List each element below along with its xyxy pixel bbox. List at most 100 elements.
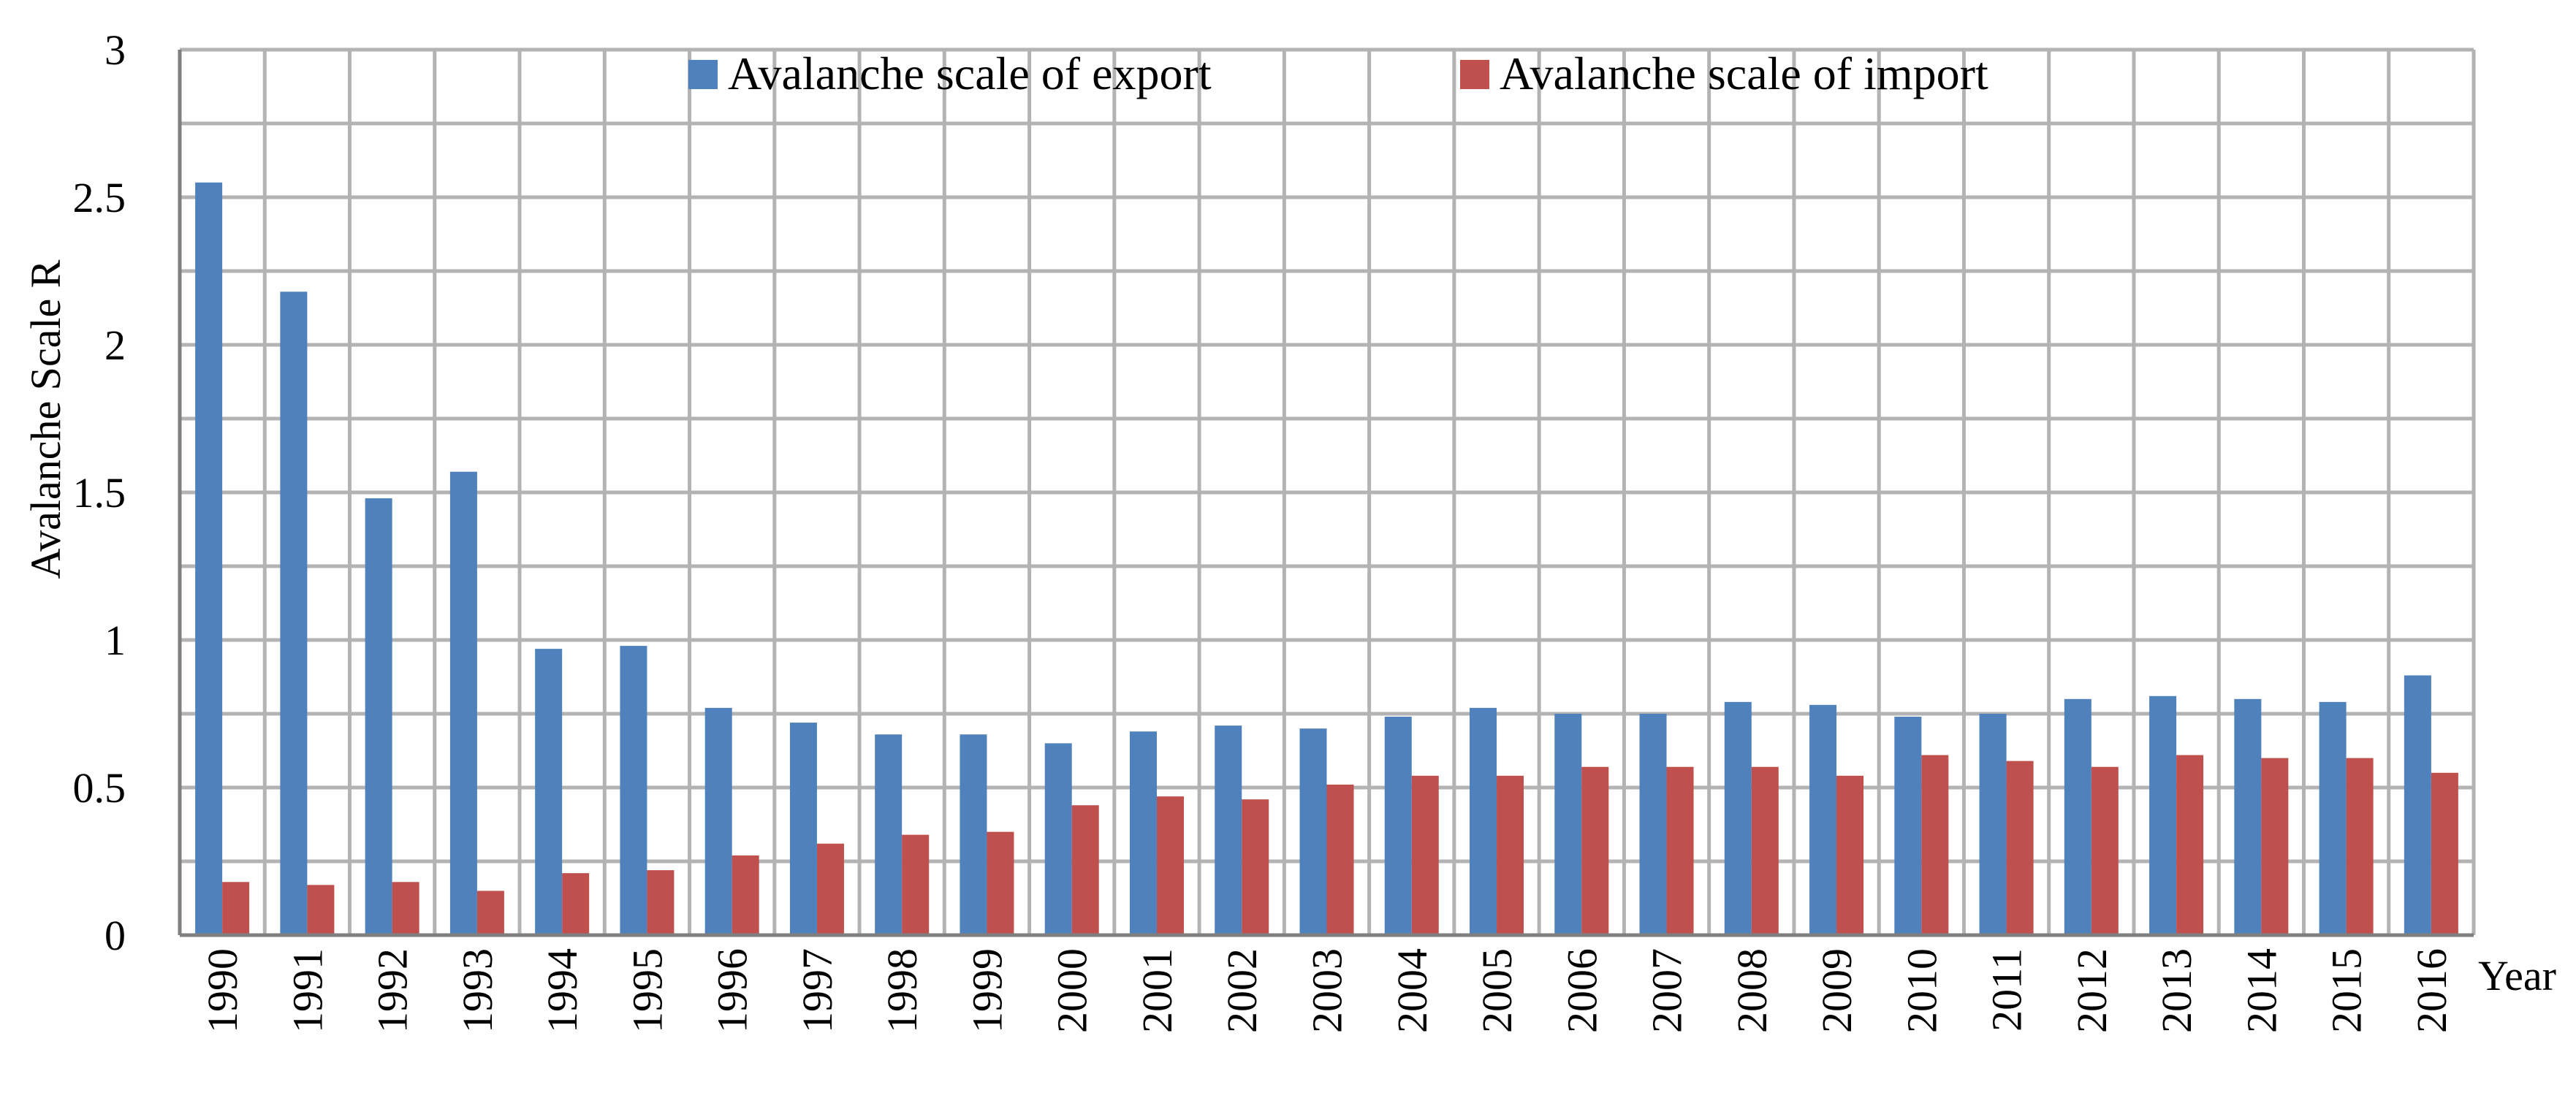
export-bar-2012	[2064, 698, 2091, 935]
import-bar-2009	[1836, 775, 1864, 935]
import-bar-1990	[222, 882, 250, 935]
import-bar-2016	[2431, 772, 2458, 935]
x-tick-label: 2001	[1133, 948, 1181, 1033]
x-tick-label: 2011	[1983, 948, 2031, 1032]
export-bar-1991	[280, 291, 308, 935]
export-bar-2007	[1639, 714, 1667, 935]
legend-label-import: Avalanche scale of import	[1500, 47, 1988, 99]
x-tick-label: 2012	[2068, 948, 2116, 1033]
y-tick-label: 1	[105, 617, 126, 664]
x-tick-label: 2005	[1473, 948, 1521, 1033]
import-bar-2000	[1071, 805, 1099, 935]
import-bar-2004	[1411, 775, 1439, 935]
import-bar-2007	[1666, 766, 1694, 935]
export-bar-2008	[1724, 701, 1752, 935]
import-bar-1998	[902, 834, 930, 935]
x-tick-label: 1993	[454, 948, 501, 1033]
x-tick-label: 1998	[878, 948, 926, 1033]
grid-lines	[180, 47, 2476, 935]
export-bar-1998	[875, 734, 903, 935]
x-tick-label: 2008	[1728, 948, 1776, 1033]
export-bar-1996	[704, 707, 732, 935]
x-tick-label: 2000	[1049, 948, 1096, 1033]
x-tick-label: 2014	[2238, 948, 2285, 1033]
x-tick-label: 2015	[2323, 948, 2371, 1033]
import-bar-1994	[562, 873, 590, 935]
x-tick-label: 2004	[1388, 948, 1436, 1033]
export-bar-2011	[1979, 714, 2007, 935]
x-tick-label: 1990	[199, 948, 246, 1033]
legend: Avalanche scale of export Avalanche scal…	[688, 47, 1988, 99]
x-tick-label: 1997	[794, 948, 841, 1033]
export-bar-2014	[2234, 698, 2262, 935]
x-tick-labels: 1990 1991 1992 1993 1994 1995 1996 1997 1998 1999…	[199, 948, 2455, 1033]
x-tick-label: 2006	[1558, 948, 1606, 1033]
y-tick-label: 0	[105, 912, 126, 959]
x-tick-label: 2013	[2153, 948, 2200, 1033]
y-tick-label: 0.5	[73, 764, 126, 812]
export-bar-1999	[960, 734, 987, 935]
export-bar-1992	[365, 498, 392, 935]
import-bar-2015	[2346, 758, 2374, 935]
import-bar-1999	[987, 831, 1014, 935]
import-bar-2006	[1581, 766, 1609, 935]
export-bar-2003	[1299, 728, 1327, 935]
export-bar-2005	[1470, 707, 1497, 935]
import-bar-2005	[1497, 775, 1524, 935]
x-tick-label: 1994	[539, 948, 586, 1033]
import-bar-1997	[816, 843, 844, 935]
export-bar-2002	[1215, 725, 1242, 935]
export-bar-2010	[1894, 717, 1922, 935]
axes	[178, 50, 2474, 937]
legend-swatch-export	[688, 60, 718, 89]
export-bar-1997	[789, 723, 817, 935]
export-bar-2001	[1129, 731, 1157, 935]
bars	[195, 182, 2458, 935]
import-bar-2010	[1921, 755, 1949, 935]
y-tick-label: 1.5	[73, 469, 126, 517]
y-tick-label: 3	[105, 26, 126, 74]
export-bar-2016	[2404, 675, 2431, 935]
x-tick-label: 1995	[623, 948, 671, 1033]
import-bar-2008	[1751, 766, 1779, 935]
x-tick-label: 2009	[1813, 948, 1861, 1033]
export-bar-1993	[449, 471, 477, 935]
x-tick-label: 1992	[369, 948, 417, 1033]
y-tick-labels: 0 0.5 1 1.5 2 2.5 3	[73, 26, 126, 959]
export-bar-2013	[2149, 695, 2177, 935]
x-tick-label: 2002	[1218, 948, 1266, 1033]
import-bar-2011	[2006, 761, 2034, 935]
export-bar-1994	[535, 649, 563, 935]
x-tick-label: 1996	[709, 948, 756, 1033]
y-tick-label: 2	[105, 321, 126, 369]
x-tick-label: 2007	[1644, 948, 1691, 1033]
export-bar-2004	[1384, 717, 1412, 935]
import-bar-2001	[1156, 796, 1184, 935]
import-bar-1996	[732, 855, 759, 935]
import-bar-2013	[2176, 755, 2204, 935]
export-bar-2000	[1044, 743, 1072, 935]
import-bar-1992	[392, 882, 419, 935]
export-bar-2015	[2319, 701, 2347, 935]
x-tick-label: 1999	[963, 948, 1011, 1033]
import-bar-2003	[1326, 784, 1354, 935]
x-tick-label: 2016	[2408, 948, 2455, 1033]
import-bar-1991	[307, 885, 335, 935]
export-bar-1995	[620, 646, 647, 935]
x-tick-label: 2003	[1304, 948, 1351, 1033]
x-tick-label: 1991	[284, 948, 331, 1033]
y-tick-label: 2.5	[73, 174, 126, 221]
import-bar-2012	[2091, 766, 2119, 935]
export-bar-2009	[1809, 704, 1837, 935]
import-bar-2002	[1242, 799, 1269, 935]
x-tick-label: 2010	[1898, 948, 1945, 1033]
import-bar-2014	[2261, 758, 2289, 935]
x-axis-label: Year	[2478, 952, 2556, 999]
legend-swatch-import	[1460, 60, 1489, 89]
export-bar-1990	[195, 182, 223, 935]
export-bar-2006	[1554, 714, 1582, 935]
import-bar-1995	[647, 870, 675, 935]
legend-label-export: Avalanche scale of export	[728, 47, 1212, 99]
